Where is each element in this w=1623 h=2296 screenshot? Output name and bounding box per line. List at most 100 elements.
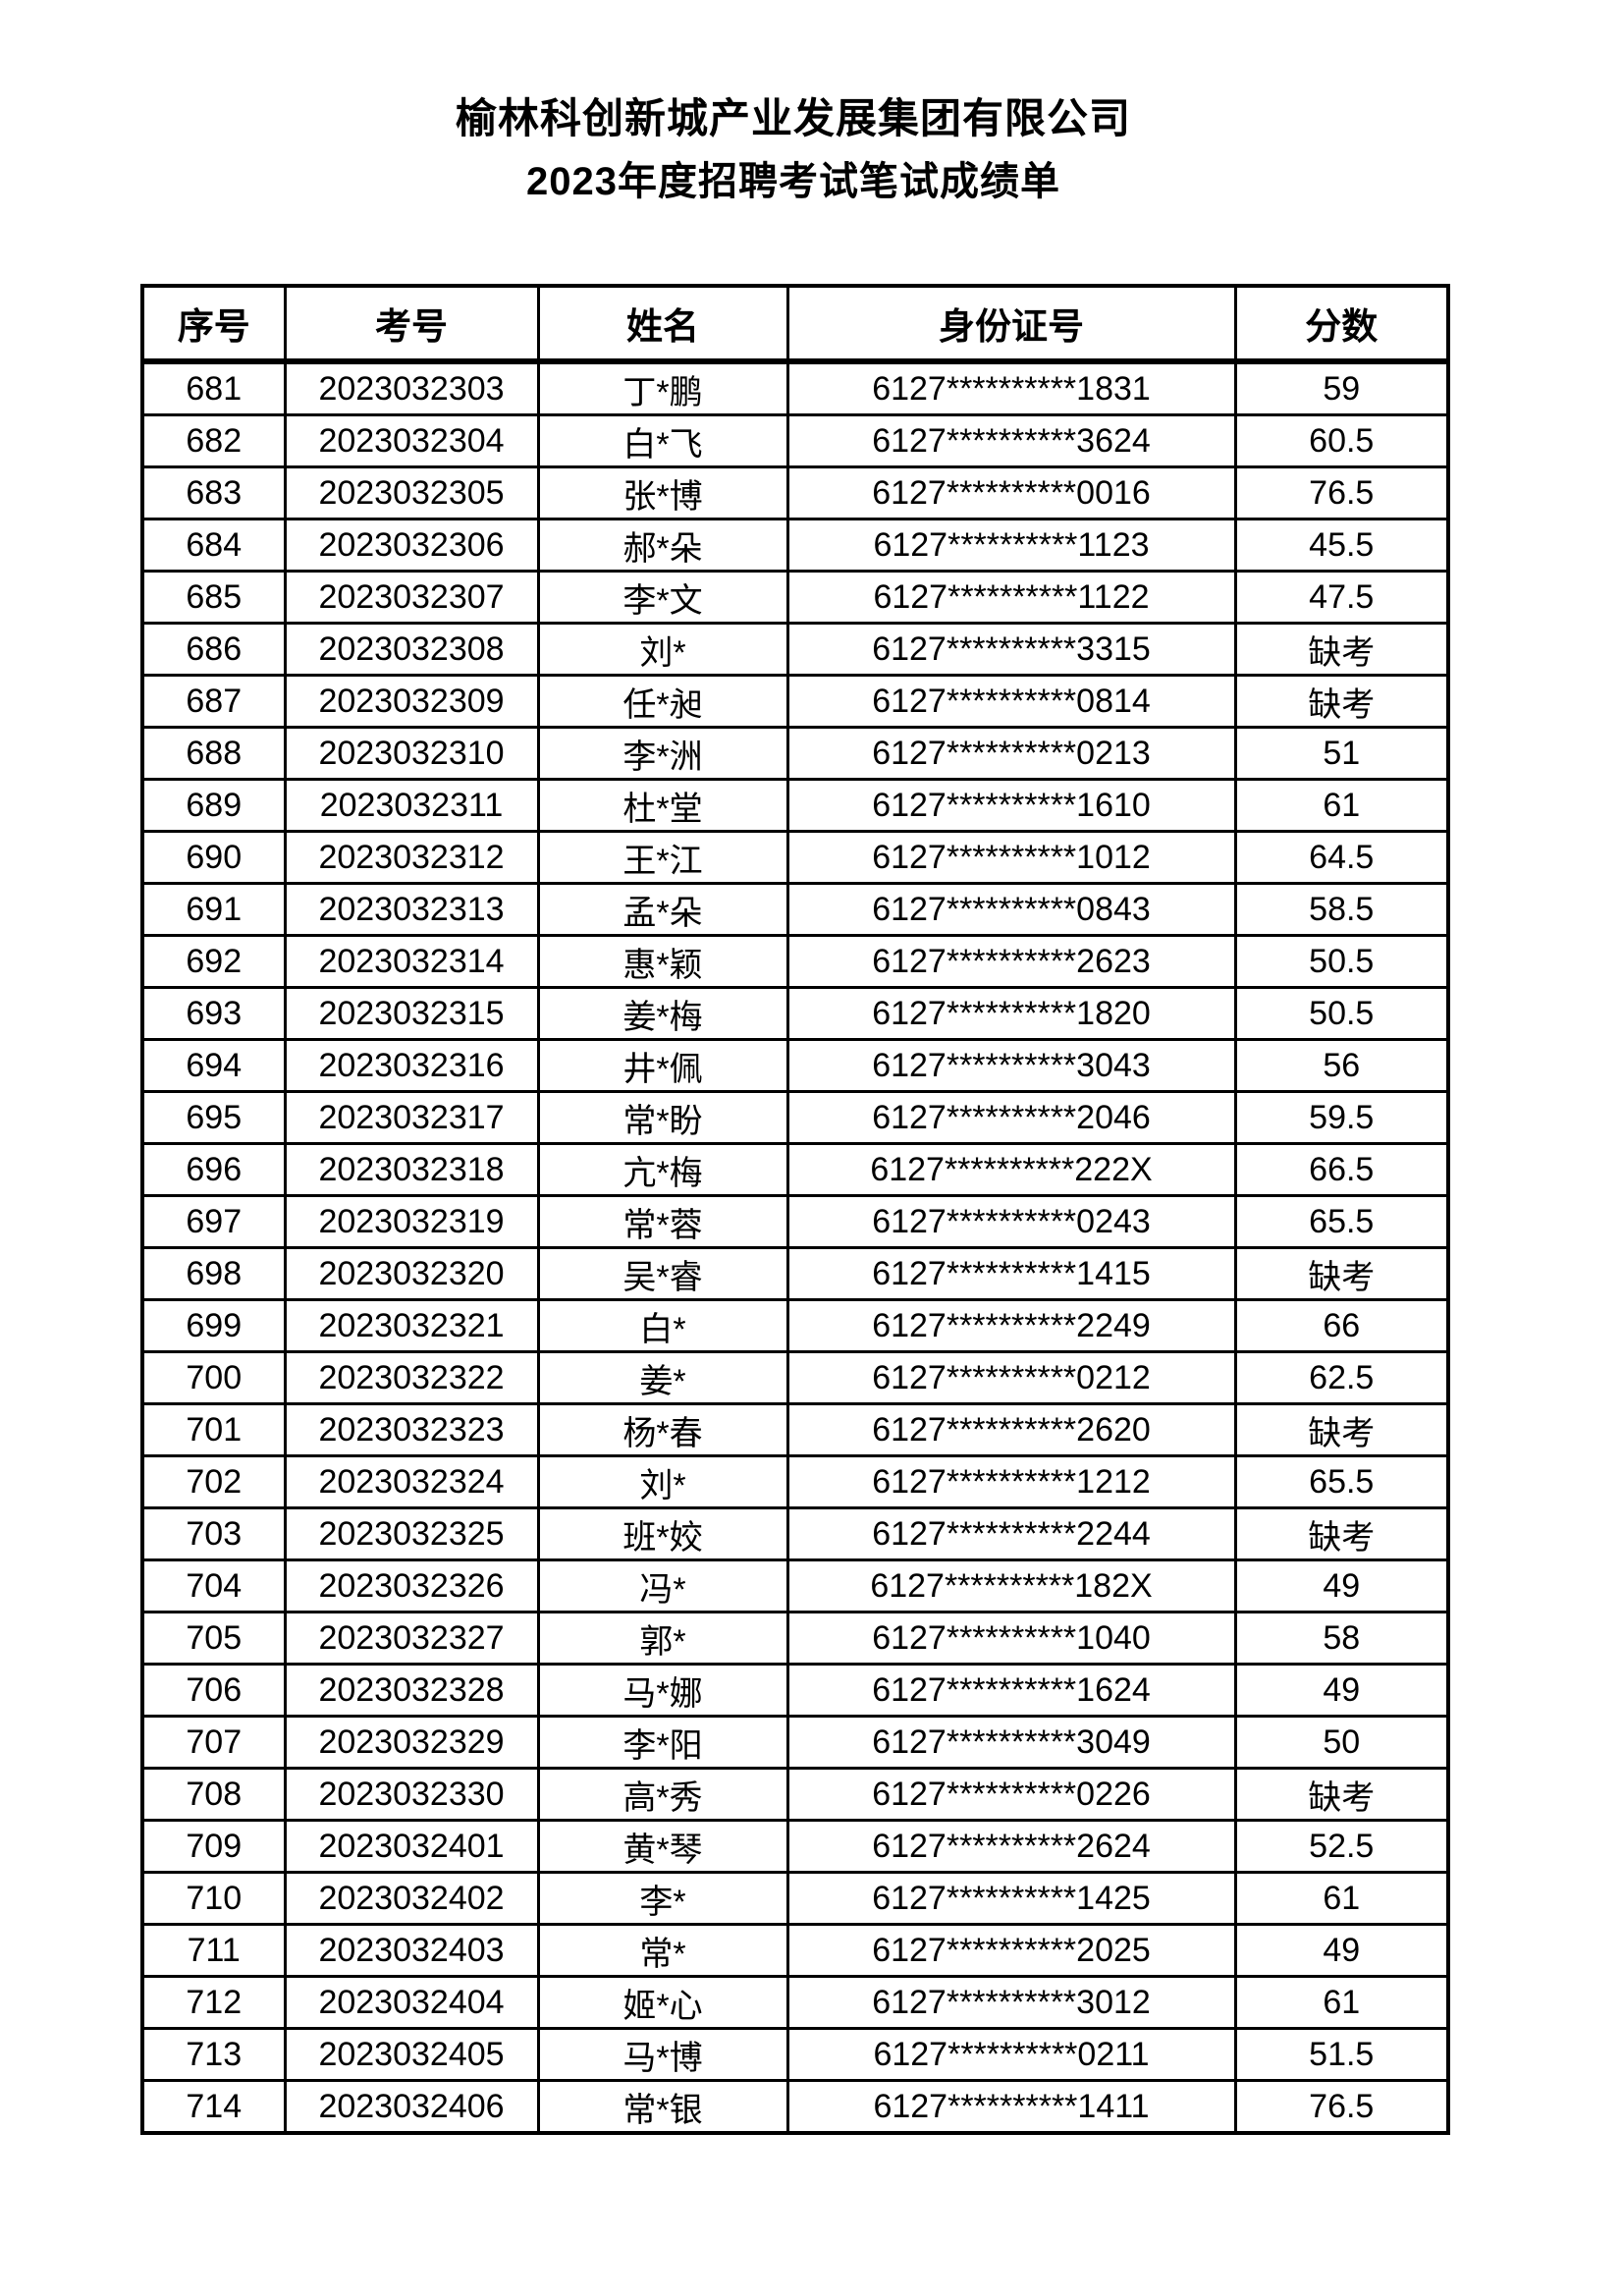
cell-examno: 2023032326 bbox=[283, 1558, 540, 1613]
cell-examno: 2023032404 bbox=[283, 1975, 540, 2030]
cell-idcard: 6127**********3043 bbox=[785, 1038, 1237, 1093]
table-row: 689 2023032311 杜*堂 6127**********1610 61 bbox=[140, 778, 1450, 833]
cell-name: 杨*春 bbox=[536, 1402, 789, 1457]
cell-score: 61 bbox=[1233, 1975, 1450, 2030]
col-header-idcard: 身份证号 bbox=[785, 284, 1237, 364]
cell-score: 50 bbox=[1233, 1715, 1450, 1770]
cell-idcard: 6127**********2620 bbox=[785, 1402, 1237, 1457]
cell-score: 缺考 bbox=[1233, 674, 1450, 729]
cell-examno: 2023032319 bbox=[283, 1194, 540, 1249]
cell-index: 711 bbox=[140, 1923, 287, 1978]
cell-score: 52.5 bbox=[1233, 1819, 1450, 1874]
cell-score: 61 bbox=[1233, 1871, 1450, 1926]
cell-name: 李*文 bbox=[536, 570, 789, 625]
cell-name: 刘* bbox=[536, 622, 789, 677]
cell-score: 58 bbox=[1233, 1611, 1450, 1666]
cell-examno: 2023032327 bbox=[283, 1611, 540, 1666]
cell-name: 李*洲 bbox=[536, 726, 789, 781]
cell-index: 681 bbox=[140, 359, 287, 416]
cell-index: 695 bbox=[140, 1090, 287, 1145]
cell-score: 58.5 bbox=[1233, 882, 1450, 937]
table-row: 682 2023032304 白*飞 6127**********3624 60.5 bbox=[140, 413, 1450, 468]
table-row: 687 2023032309 任*昶 6127**********0814 缺考 bbox=[140, 674, 1450, 729]
cell-examno: 2023032321 bbox=[283, 1298, 540, 1353]
cell-examno: 2023032316 bbox=[283, 1038, 540, 1093]
table-row: 707 2023032329 李*阳 6127**********3049 50 bbox=[140, 1715, 1450, 1770]
cell-name: 白*飞 bbox=[536, 413, 789, 468]
score-table: 序号 考号 姓名 身份证号 分数 681 2023032303 丁*鹏 6127***… bbox=[140, 284, 1450, 2135]
cell-score: 45.5 bbox=[1233, 518, 1450, 573]
table-row: 696 2023032318 亢*梅 6127**********222X 66.5 bbox=[140, 1142, 1450, 1197]
table-row: 701 2023032323 杨*春 6127**********2620 缺考 bbox=[140, 1402, 1450, 1457]
cell-name: 惠*颖 bbox=[536, 934, 789, 989]
cell-idcard: 6127**********0016 bbox=[785, 465, 1237, 520]
cell-score: 59.5 bbox=[1233, 1090, 1450, 1145]
cell-name: 郝*朵 bbox=[536, 518, 789, 573]
cell-index: 692 bbox=[140, 934, 287, 989]
cell-name: 姜* bbox=[536, 1350, 789, 1405]
cell-name: 丁*鹏 bbox=[536, 359, 789, 416]
cell-index: 702 bbox=[140, 1454, 287, 1509]
cell-idcard: 6127**********1425 bbox=[785, 1871, 1237, 1926]
cell-score: 50.5 bbox=[1233, 934, 1450, 989]
cell-examno: 2023032401 bbox=[283, 1819, 540, 1874]
cell-score: 65.5 bbox=[1233, 1454, 1450, 1509]
cell-idcard: 6127**********2624 bbox=[785, 1819, 1237, 1874]
cell-name: 高*秀 bbox=[536, 1767, 789, 1822]
cell-examno: 2023032318 bbox=[283, 1142, 540, 1197]
cell-idcard: 6127**********0212 bbox=[785, 1350, 1237, 1405]
cell-name: 马*娜 bbox=[536, 1663, 789, 1718]
cell-idcard: 6127**********0213 bbox=[785, 726, 1237, 781]
col-header-index: 序号 bbox=[140, 284, 287, 364]
table-row: 699 2023032321 白* 6127**********2249 66 bbox=[140, 1298, 1450, 1353]
cell-name: 白* bbox=[536, 1298, 789, 1353]
cell-name: 郭* bbox=[536, 1611, 789, 1666]
cell-name: 亢*梅 bbox=[536, 1142, 789, 1197]
cell-examno: 2023032313 bbox=[283, 882, 540, 937]
cell-index: 701 bbox=[140, 1402, 287, 1457]
cell-examno: 2023032403 bbox=[283, 1923, 540, 1978]
cell-examno: 2023032328 bbox=[283, 1663, 540, 1718]
cell-score: 65.5 bbox=[1233, 1194, 1450, 1249]
cell-idcard: 6127**********1415 bbox=[785, 1246, 1237, 1301]
table-row: 712 2023032404 姬*心 6127**********3012 61 bbox=[140, 1975, 1450, 2030]
cell-index: 709 bbox=[140, 1819, 287, 1874]
cell-examno: 2023032304 bbox=[283, 413, 540, 468]
cell-idcard: 6127**********1040 bbox=[785, 1611, 1237, 1666]
cell-name: 冯* bbox=[536, 1558, 789, 1613]
table-row: 704 2023032326 冯* 6127**********182X 49 bbox=[140, 1558, 1450, 1613]
cell-index: 682 bbox=[140, 413, 287, 468]
cell-examno: 2023032306 bbox=[283, 518, 540, 573]
cell-score: 缺考 bbox=[1233, 1246, 1450, 1301]
cell-score: 缺考 bbox=[1233, 1767, 1450, 1822]
cell-score: 64.5 bbox=[1233, 830, 1450, 885]
table-row: 685 2023032307 李*文 6127**********1122 47.5 bbox=[140, 570, 1450, 625]
cell-index: 696 bbox=[140, 1142, 287, 1197]
cell-name: 常*盼 bbox=[536, 1090, 789, 1145]
table-row: 714 2023032406 常*银 6127**********1411 76.5 bbox=[140, 2079, 1450, 2135]
cell-examno: 2023032402 bbox=[283, 1871, 540, 1926]
cell-score: 缺考 bbox=[1233, 1402, 1450, 1457]
cell-name: 姬*心 bbox=[536, 1975, 789, 2030]
cell-examno: 2023032330 bbox=[283, 1767, 540, 1822]
cell-score: 60.5 bbox=[1233, 413, 1450, 468]
cell-examno: 2023032303 bbox=[283, 359, 540, 416]
cell-name: 孟*朵 bbox=[536, 882, 789, 937]
document-body: 榆林科创新城产业发展集团有限公司 2023年度招聘考试笔试成绩单 序号 考号 姓… bbox=[140, 0, 1450, 2135]
cell-idcard: 6127**********3012 bbox=[785, 1975, 1237, 2030]
table-row: 684 2023032306 郝*朵 6127**********1123 45.5 bbox=[140, 518, 1450, 573]
cell-score: 51 bbox=[1233, 726, 1450, 781]
cell-idcard: 6127**********2249 bbox=[785, 1298, 1237, 1353]
cell-score: 50.5 bbox=[1233, 986, 1450, 1041]
cell-index: 691 bbox=[140, 882, 287, 937]
cell-idcard: 6127**********1610 bbox=[785, 778, 1237, 833]
cell-idcard: 6127**********0243 bbox=[785, 1194, 1237, 1249]
cell-index: 685 bbox=[140, 570, 287, 625]
cell-idcard: 6127**********3049 bbox=[785, 1715, 1237, 1770]
cell-examno: 2023032305 bbox=[283, 465, 540, 520]
cell-score: 缺考 bbox=[1233, 1506, 1450, 1561]
cell-examno: 2023032307 bbox=[283, 570, 540, 625]
table-row: 681 2023032303 丁*鹏 6127**********1831 59 bbox=[140, 359, 1450, 416]
cell-index: 700 bbox=[140, 1350, 287, 1405]
